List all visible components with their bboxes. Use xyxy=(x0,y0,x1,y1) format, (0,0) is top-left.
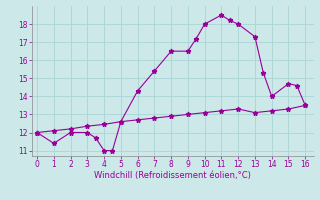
X-axis label: Windchill (Refroidissement éolien,°C): Windchill (Refroidissement éolien,°C) xyxy=(94,171,251,180)
